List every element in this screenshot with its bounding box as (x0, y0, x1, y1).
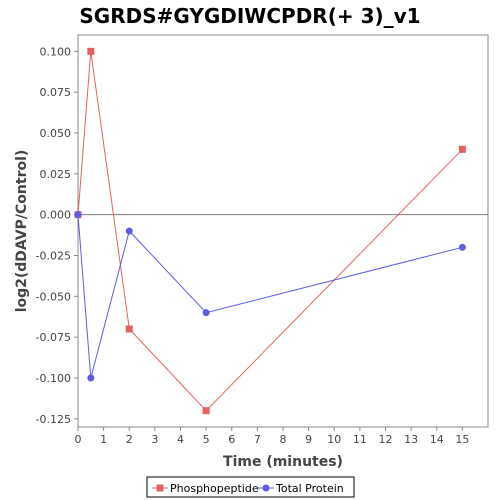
y-tick-label: -0.025 (36, 250, 71, 263)
x-tick-label: 12 (379, 433, 393, 446)
plot-area: 0 1 2 3 4 5 6 7 8 9 10 11 12 13 14 150.1000.0750.0500.0… (36, 34, 489, 446)
x-tick-label: 6 (228, 433, 235, 446)
x-tick-label: 14 (430, 433, 444, 446)
chart-title: SGRDS#GYGDIWCPDR(+ 3)_v1 (79, 4, 420, 28)
data-point (125, 325, 133, 333)
x-tick-label: 8 (280, 433, 287, 446)
data-point (458, 145, 466, 153)
x-tick-label: 5 (203, 433, 210, 446)
y-tick-label: -0.125 (36, 413, 71, 426)
x-tick-label: 0 (75, 433, 82, 446)
data-point (125, 227, 133, 235)
legend-box (146, 476, 355, 498)
data-point (202, 407, 210, 415)
x-tick-label: 1 (100, 433, 107, 446)
y-axis-title: log2(dDAVP/Control) (14, 150, 30, 313)
data-point (87, 374, 95, 382)
y-tick-label: -0.100 (36, 372, 71, 385)
x-axis-title: Time (minutes) (223, 454, 343, 470)
legend-label-0: Phosphopeptide (170, 482, 259, 495)
data-point (87, 47, 95, 55)
x-tick-label: 4 (177, 433, 184, 446)
plot-frame (77, 34, 489, 428)
legend: Phosphopeptide Total Protein (146, 476, 355, 498)
data-point (74, 211, 82, 219)
x-tick-label: 10 (327, 433, 341, 446)
x-tick-label: 2 (126, 433, 133, 446)
x-tick-label: 9 (305, 433, 312, 446)
legend-marker-0 (156, 484, 164, 492)
x-tick-label: 7 (254, 433, 261, 446)
y-tick-label: -0.075 (36, 331, 71, 344)
y-tick-label: 0.050 (40, 127, 72, 140)
y-tick-label: 0.100 (40, 45, 72, 58)
data-point (458, 243, 466, 251)
data-point (202, 309, 210, 317)
y-tick-label: 0.025 (40, 168, 72, 181)
x-tick-label: 11 (353, 433, 367, 446)
legend-marker-1 (262, 484, 270, 492)
legend-label-1: Total Protein (275, 482, 344, 495)
x-tick-label: 3 (151, 433, 158, 446)
y-tick-label: 0.000 (40, 209, 72, 222)
y-tick-label: -0.050 (36, 290, 71, 303)
x-tick-label: 15 (455, 433, 469, 446)
x-tick-label: 13 (404, 433, 418, 446)
y-tick-label: 0.075 (40, 86, 72, 99)
